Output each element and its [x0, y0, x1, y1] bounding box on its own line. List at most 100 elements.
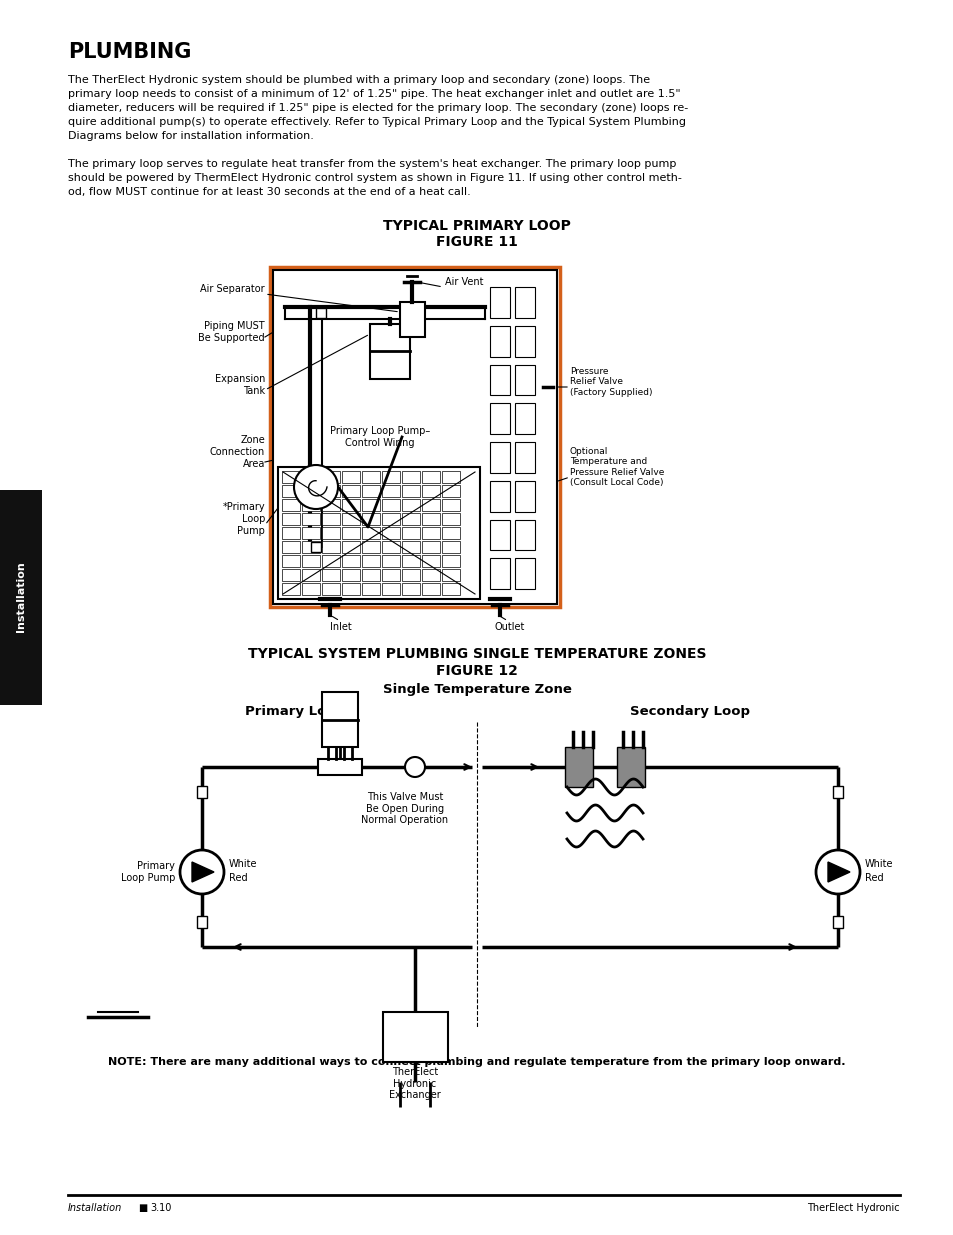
Bar — [381, 471, 399, 483]
Text: Diagrams below for installation information.: Diagrams below for installation informat… — [68, 131, 314, 141]
Text: TYPICAL SYSTEM PLUMBING SINGLE TEMPERATURE ZONES: TYPICAL SYSTEM PLUMBING SINGLE TEMPERATU… — [248, 647, 705, 661]
Text: Outlet: Outlet — [495, 622, 525, 632]
Text: This Valve Must
Be Open During
Normal Operation: This Valve Must Be Open During Normal Op… — [361, 792, 448, 825]
Bar — [421, 527, 439, 538]
Bar — [401, 485, 419, 496]
Bar — [490, 442, 510, 473]
Bar — [322, 692, 357, 747]
Bar — [401, 471, 419, 483]
Bar — [317, 760, 361, 776]
Bar — [399, 303, 424, 337]
Text: Piping MUST
Be Supported: Piping MUST Be Supported — [198, 321, 265, 343]
Bar — [441, 555, 459, 567]
Text: Installation: Installation — [68, 1203, 122, 1213]
Bar — [282, 569, 299, 580]
Bar — [515, 404, 535, 433]
Bar — [341, 541, 359, 553]
Text: 3.10: 3.10 — [150, 1203, 172, 1213]
Bar — [401, 583, 419, 595]
Text: quire additional pump(s) to operate effectively. Refer to Typical Primary Loop a: quire additional pump(s) to operate effe… — [68, 117, 685, 127]
Bar — [341, 527, 359, 538]
Bar — [381, 499, 399, 511]
Bar — [302, 569, 319, 580]
Bar — [381, 527, 399, 538]
Bar — [421, 555, 439, 567]
Text: Primary Loop: Primary Loop — [245, 705, 345, 718]
Text: NOTE: There are many additional ways to connect plumbing and regulate temperatur: NOTE: There are many additional ways to … — [108, 1057, 845, 1067]
Bar — [382, 1011, 448, 1062]
Circle shape — [294, 466, 337, 509]
Bar — [421, 471, 439, 483]
Bar — [421, 541, 439, 553]
Bar — [270, 267, 559, 606]
Bar — [832, 916, 842, 927]
Bar — [490, 558, 510, 589]
Bar — [361, 499, 379, 511]
Bar — [515, 558, 535, 589]
Bar — [341, 569, 359, 580]
Bar — [315, 308, 326, 317]
Text: Primary
Loop Pump: Primary Loop Pump — [120, 861, 174, 883]
Bar — [564, 747, 593, 787]
Bar — [282, 513, 299, 525]
Bar — [322, 541, 339, 553]
Bar — [273, 270, 557, 604]
Bar — [381, 555, 399, 567]
Bar — [322, 485, 339, 496]
Bar — [490, 404, 510, 433]
Bar — [421, 513, 439, 525]
Bar — [196, 785, 207, 798]
Bar — [341, 513, 359, 525]
Text: FIGURE 11: FIGURE 11 — [436, 235, 517, 249]
Bar — [341, 583, 359, 595]
Text: primary loop needs to consist of a minimum of 12' of 1.25" pipe. The heat exchan: primary loop needs to consist of a minim… — [68, 89, 679, 99]
Text: Optional
Temperature and
Pressure Relief Valve
(Consult Local Code): Optional Temperature and Pressure Relief… — [569, 447, 663, 487]
Bar — [832, 785, 842, 798]
Bar — [381, 485, 399, 496]
Bar — [421, 485, 439, 496]
Bar — [361, 555, 379, 567]
Bar — [441, 471, 459, 483]
Text: White: White — [864, 860, 893, 869]
Text: Air Vent: Air Vent — [444, 277, 483, 287]
Bar — [282, 471, 299, 483]
Bar — [282, 499, 299, 511]
Bar — [302, 555, 319, 567]
Bar — [381, 513, 399, 525]
Bar — [490, 480, 510, 511]
Bar — [401, 499, 419, 511]
Bar — [277, 467, 479, 599]
Bar — [322, 513, 339, 525]
Bar — [302, 471, 319, 483]
Circle shape — [405, 757, 424, 777]
Text: diameter, reducers will be required if 1.25" pipe is elected for the primary loo: diameter, reducers will be required if 1… — [68, 103, 687, 112]
Bar — [490, 520, 510, 551]
Text: Secondary Loop: Secondary Loop — [629, 705, 749, 718]
Bar — [282, 583, 299, 595]
Bar — [401, 555, 419, 567]
Bar — [322, 569, 339, 580]
Bar — [441, 541, 459, 553]
Bar — [361, 541, 379, 553]
Text: Single Temperature Zone: Single Temperature Zone — [382, 683, 571, 697]
Bar — [441, 583, 459, 595]
Bar — [515, 480, 535, 511]
Text: should be powered by ThermElect Hydronic control system as shown in Figure 11. I: should be powered by ThermElect Hydronic… — [68, 173, 681, 183]
Bar — [401, 569, 419, 580]
Bar — [361, 471, 379, 483]
Bar — [515, 287, 535, 317]
Bar — [441, 485, 459, 496]
Bar — [441, 499, 459, 511]
Bar — [381, 569, 399, 580]
Bar — [401, 541, 419, 553]
Bar — [490, 326, 510, 357]
Text: TherElect Hydronic: TherElect Hydronic — [806, 1203, 899, 1213]
Bar — [282, 527, 299, 538]
Text: Air Separator: Air Separator — [200, 284, 265, 294]
Bar — [302, 541, 319, 553]
Circle shape — [815, 850, 859, 894]
Text: FIGURE 12: FIGURE 12 — [436, 664, 517, 678]
Bar — [421, 569, 439, 580]
Bar — [341, 555, 359, 567]
Text: White: White — [229, 860, 257, 869]
